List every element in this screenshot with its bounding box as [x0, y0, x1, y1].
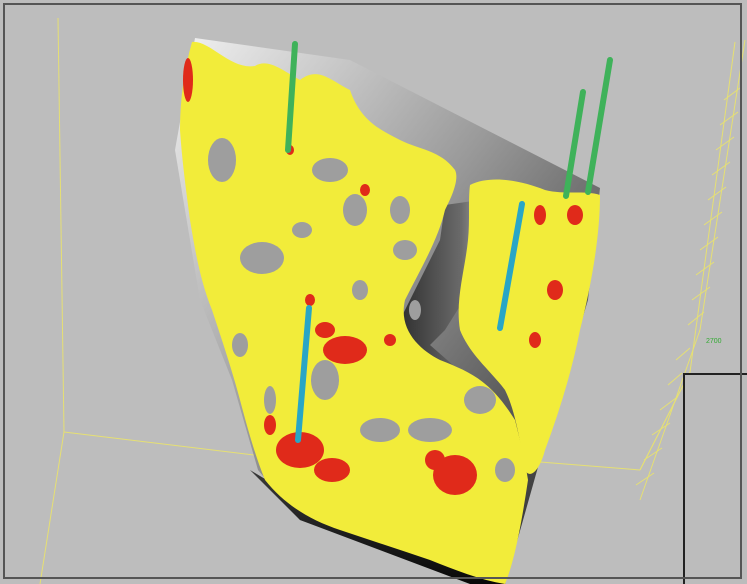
producer-well[interactable]	[285, 41, 298, 153]
wireframe-edge	[57, 17, 65, 433]
wireframe-edge	[689, 41, 736, 373]
wireframe-edge	[39, 431, 65, 584]
wireframe-edge	[539, 461, 641, 471]
depth-tick-label: 2700	[706, 338, 722, 345]
wireframe-edge	[639, 371, 691, 471]
property-map-high	[180, 41, 600, 584]
injector-well[interactable]	[497, 201, 525, 331]
depth-axis-hatching	[635, 39, 746, 501]
property-map-low	[183, 58, 583, 495]
producer-well[interactable]	[563, 89, 586, 199]
wireframe-edge	[63, 431, 263, 457]
inset-panel	[683, 373, 747, 584]
wells	[285, 41, 613, 443]
injector-well[interactable]	[295, 305, 312, 443]
producer-well[interactable]	[585, 57, 613, 195]
